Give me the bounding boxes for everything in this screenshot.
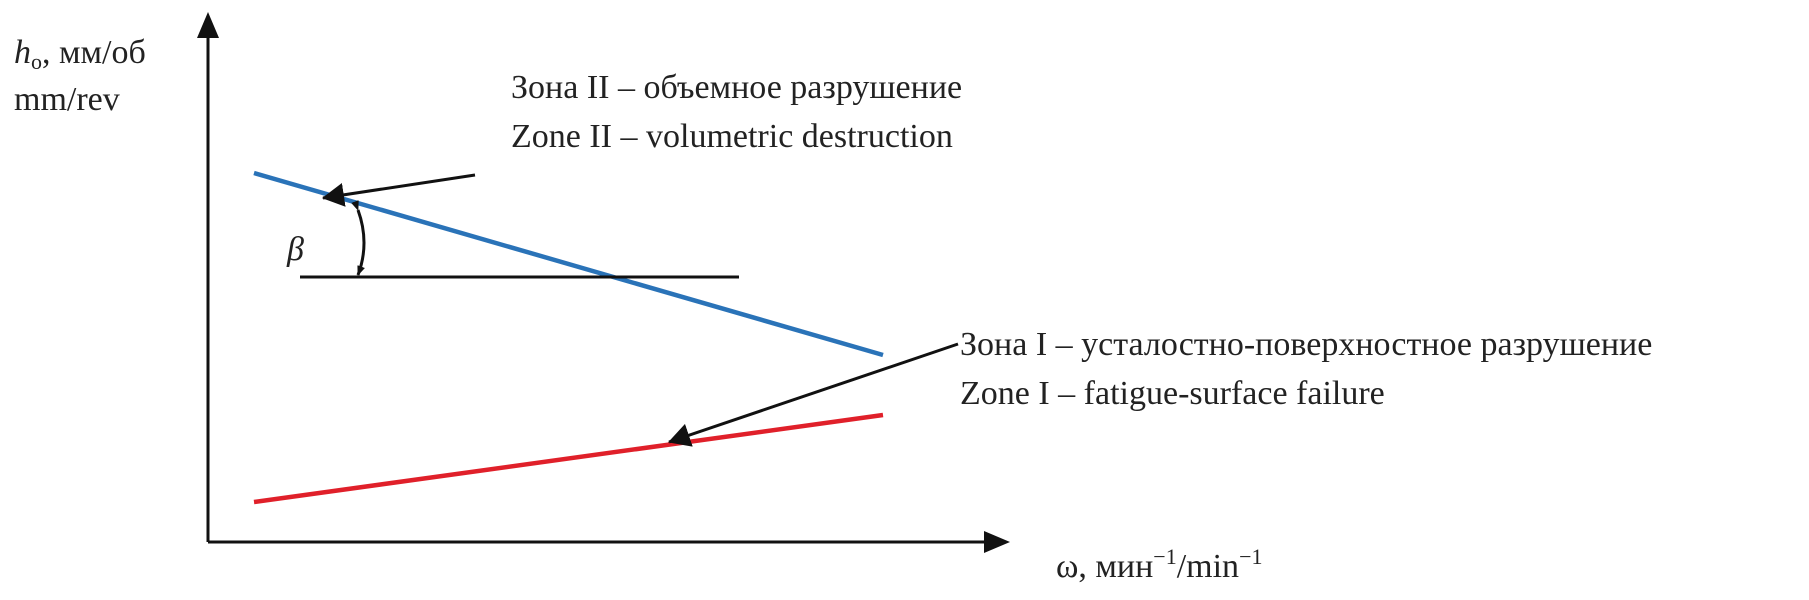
zone-ii-line	[253, 170, 884, 358]
zone-label: Zone I – fatigue-surface failure	[960, 375, 1385, 412]
x-axis-arrow	[984, 531, 1010, 553]
y-symbol: h	[14, 34, 31, 71]
zone-label: Зона II – объемное разрушение	[511, 69, 962, 106]
y-unit-ru: , мм/об	[42, 34, 146, 71]
x-axis-label: ω, мин−1/min−1	[1056, 544, 1262, 585]
x-symbol: ω, мин	[1056, 548, 1153, 585]
x-mid: /min	[1177, 548, 1239, 585]
y-subscript: o	[31, 49, 42, 74]
y-unit-en: mm/rev	[14, 81, 120, 118]
x-sup: −1	[1239, 544, 1262, 569]
zone-label: Zone II – volumetric destruction	[511, 118, 953, 155]
y-axis-arrow	[197, 12, 219, 38]
zone-i-line	[253, 412, 884, 505]
zone-label: Зона I – усталостно-поверхностное разруш…	[960, 326, 1652, 363]
angle-arrow	[351, 200, 366, 276]
y-axis-label: ho, мм/об	[14, 34, 146, 74]
angle-label: β	[286, 231, 304, 268]
zone-ii-pointer	[322, 173, 476, 207]
zone-i-pointer	[668, 342, 959, 447]
x-sup: −1	[1153, 544, 1176, 569]
